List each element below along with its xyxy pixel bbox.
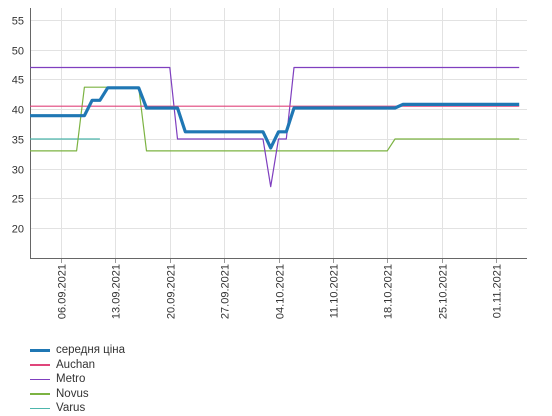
series-line-novus <box>30 86 520 152</box>
y-tick-label: 30 <box>12 165 24 177</box>
y-tick-label: 35 <box>12 135 24 147</box>
x-tick-label: 04.10.2021 <box>275 264 287 319</box>
legend-label: Varus <box>56 402 86 415</box>
x-tick-label: 13.09.2021 <box>111 264 123 319</box>
legend-swatch <box>30 407 50 409</box>
y-tick-label: 45 <box>12 75 24 87</box>
series-lines <box>30 66 520 188</box>
y-tick-label: 55 <box>12 16 24 28</box>
y-tick-label: 20 <box>12 224 24 236</box>
axes <box>30 8 527 263</box>
legend-item[interactable]: Auchan <box>30 358 125 373</box>
legend-label: Auchan <box>56 358 96 371</box>
x-tick-label: 20.09.2021 <box>166 264 178 319</box>
x-tick-label: 25.10.2021 <box>438 264 450 319</box>
legend-swatch <box>30 364 50 366</box>
x-tick-label: 27.09.2021 <box>220 264 232 319</box>
x-tick-label: 01.11.2021 <box>492 264 504 318</box>
legend-item[interactable]: середня ціна <box>30 343 125 358</box>
legend-swatch <box>30 348 50 352</box>
x-tick-label: 06.09.2021 <box>57 264 69 319</box>
legend-item[interactable]: Varus <box>30 401 125 416</box>
x-tick-labels: 06.09.2021 13.09.2021 20.09.2021 27.09.2021… <box>57 264 504 319</box>
legend-swatch <box>30 378 50 380</box>
series-line-metro <box>30 66 520 188</box>
y-tick-label: 25 <box>12 194 24 206</box>
legend-label: середня ціна <box>56 344 126 357</box>
legend-item[interactable]: Novus <box>30 387 125 402</box>
y-tick-label: 40 <box>12 105 24 117</box>
legend-label: Metro <box>56 373 86 386</box>
x-tick-label: 18.10.2021 <box>383 264 395 319</box>
legend: середня ціна Auchan Metro Novus Varus <box>30 343 125 416</box>
legend-swatch <box>30 393 50 395</box>
y-tick-label: 50 <box>12 46 24 58</box>
legend-item[interactable]: Metro <box>30 372 125 387</box>
series-line-average <box>30 86 520 150</box>
legend-label: Novus <box>56 387 89 400</box>
x-tick-label: 11.10.2021 <box>329 264 341 318</box>
y-tick-labels: 20 25 30 35 40 45 50 55 <box>12 16 24 236</box>
